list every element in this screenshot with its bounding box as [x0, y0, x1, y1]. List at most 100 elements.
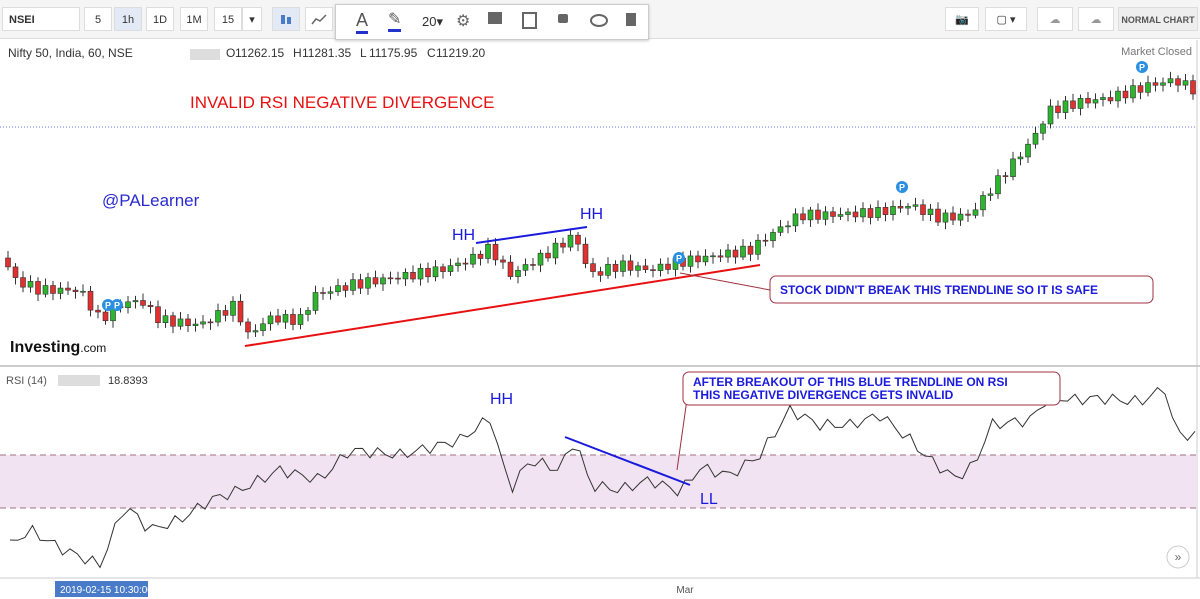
candle-body [965, 213, 971, 216]
event-pin[interactable] [673, 252, 685, 264]
cursor-label: 2019-02-15 10:30:00 [60, 585, 153, 596]
event-pin-label: P [114, 301, 120, 311]
candle-body [1115, 90, 1121, 102]
candle-body [1182, 80, 1189, 86]
event-pin[interactable] [1136, 61, 1148, 73]
candle-body [290, 314, 296, 325]
cloud-save[interactable]: ☁ [1078, 7, 1114, 31]
candle-body [920, 204, 926, 215]
candles [5, 71, 1196, 339]
candle-body [305, 310, 311, 315]
interval-button[interactable]: 5 [84, 7, 112, 31]
candle-type[interactable] [272, 7, 300, 31]
trendline [244, 264, 761, 347]
candle-body [605, 263, 611, 276]
candle-body [50, 285, 56, 294]
event-pin[interactable] [102, 299, 114, 311]
visibility[interactable] [590, 14, 608, 27]
candle-body [320, 292, 326, 294]
font-size[interactable]: 20▾ [422, 14, 443, 29]
candle-body [860, 208, 866, 218]
candle-body [582, 243, 589, 264]
candle-body [192, 323, 199, 326]
candle-body [35, 281, 41, 295]
interval-button[interactable]: 15 [214, 7, 242, 31]
candle-body [597, 271, 604, 276]
event-pin[interactable] [111, 299, 123, 311]
ohlc-value: 11262.15 [235, 46, 284, 60]
candle-body [372, 277, 379, 285]
interval-button[interactable]: 1D [146, 7, 174, 31]
chart-style[interactable]: ▢ ▾ [985, 7, 1027, 31]
candle-body [335, 285, 341, 293]
candle-body [717, 255, 724, 258]
scroll-button[interactable] [1166, 545, 1190, 569]
candle-body [642, 265, 649, 270]
candle-body [950, 212, 956, 221]
candle-body [807, 209, 814, 221]
candle-body [545, 252, 551, 259]
settings[interactable]: ⚙ [456, 13, 471, 30]
candle-body [560, 242, 566, 248]
candle-body [830, 211, 836, 217]
candle-body [627, 260, 634, 271]
candle-body [27, 281, 34, 288]
candle-body [1100, 97, 1106, 100]
candle-body [1167, 78, 1174, 84]
normal-chart[interactable]: NORMAL CHART [1118, 7, 1198, 31]
symbol-input[interactable]: NSEI [2, 7, 80, 31]
trendline [475, 226, 588, 244]
candle-body [125, 301, 131, 309]
candle-body [95, 309, 101, 313]
candle-body [1047, 105, 1054, 125]
candle-body [207, 321, 214, 324]
candle-body [297, 314, 304, 325]
candle-body [755, 239, 761, 255]
candle-body [402, 272, 409, 280]
fill[interactable] [488, 12, 502, 24]
heading: INVALID RSI NEGATIVE DIVERGENCE [190, 93, 495, 112]
candle-body [87, 290, 94, 311]
candle-body [980, 195, 986, 211]
candle-body [1010, 158, 1016, 177]
candle-body [1175, 78, 1181, 86]
candle-body [162, 315, 169, 324]
candle-body [530, 264, 536, 266]
candle-body [410, 272, 416, 280]
candle-body [747, 245, 754, 255]
candle-body [567, 234, 574, 248]
callout-box [769, 275, 1154, 304]
candle-body [590, 263, 596, 272]
event-pin-label: P [1139, 63, 1145, 73]
candle-body [815, 209, 821, 220]
logo-suffix: .com [80, 341, 106, 355]
delete[interactable] [626, 13, 636, 26]
event-pin[interactable] [896, 181, 908, 193]
candle-body [395, 277, 401, 280]
candle-body [12, 266, 19, 278]
line-color[interactable]: ✎ [388, 9, 402, 32]
ohlc-label: C [427, 46, 436, 60]
event-pin-label: P [899, 183, 905, 193]
candle-body [342, 285, 349, 291]
text-color[interactable]: A [356, 10, 369, 34]
screenshot[interactable]: 📷 [945, 7, 979, 31]
candle-body [1017, 156, 1024, 160]
font-size-value: 20 [422, 14, 437, 29]
candle-body [1130, 85, 1136, 99]
candle-body [327, 291, 334, 294]
candle-body [702, 255, 709, 263]
candle-body [792, 213, 799, 227]
clone[interactable] [522, 12, 537, 29]
candle-body [365, 277, 371, 289]
candle-body [822, 211, 829, 220]
cloud-load[interactable]: ☁ [1037, 7, 1073, 31]
interval-dropdown[interactable]: ▾ [242, 7, 262, 31]
interval-button[interactable]: 1M [180, 7, 208, 31]
candle-body [552, 242, 559, 259]
line-type[interactable] [305, 7, 333, 31]
lock[interactable] [558, 14, 568, 23]
market-status: Market Closed [1121, 46, 1192, 58]
symbol-title: Nifty 50, India, 60, NSE [8, 46, 133, 60]
interval-button[interactable]: 1h [114, 7, 142, 31]
